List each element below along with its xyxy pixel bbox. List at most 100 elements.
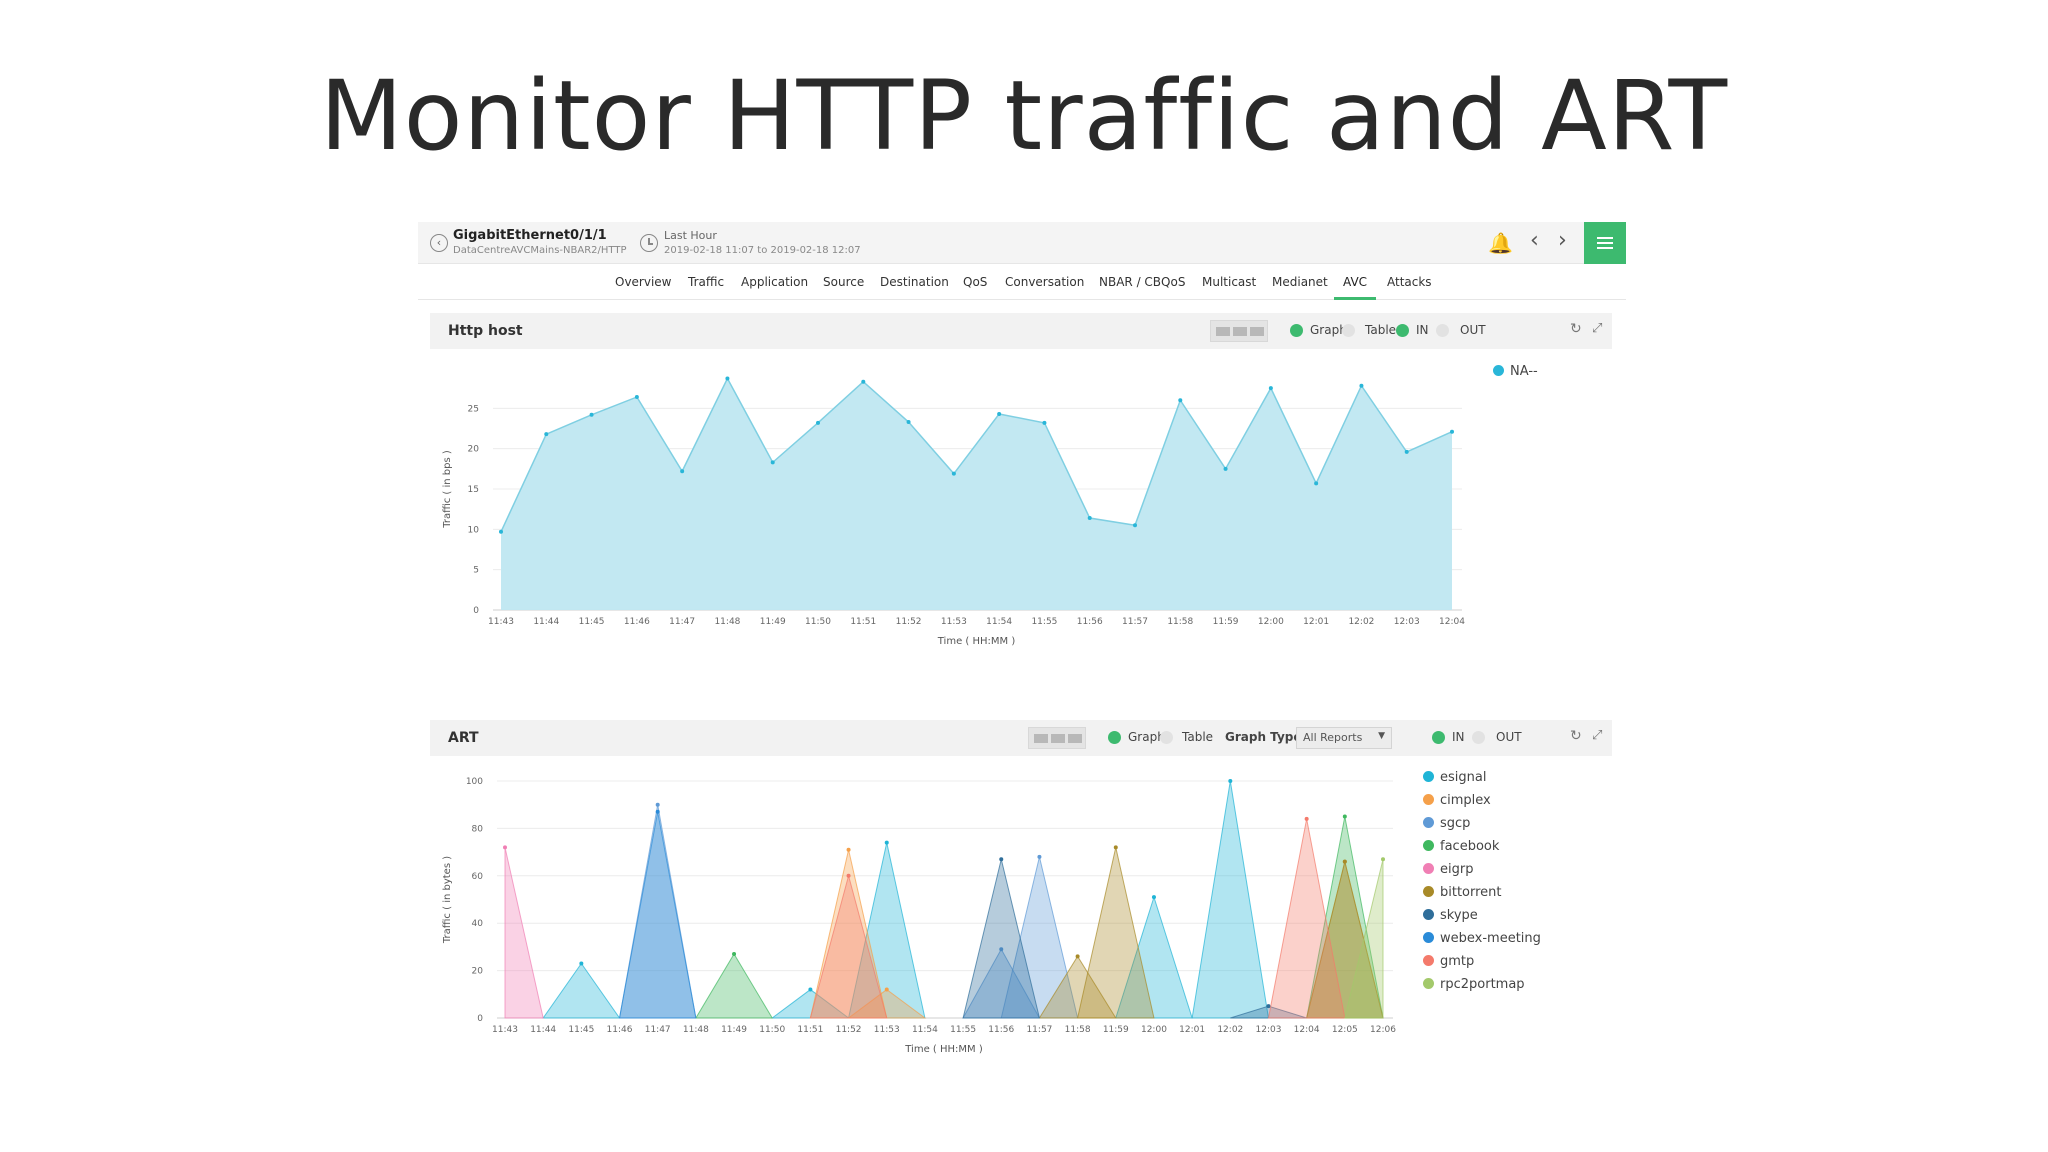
refresh-icon[interactable]: ↻ xyxy=(1570,728,1582,744)
tab-source[interactable]: Source xyxy=(823,275,865,289)
legend-swatch xyxy=(1423,886,1434,897)
area-chart-icon[interactable] xyxy=(1034,734,1048,743)
x-tick-label: 12:00 xyxy=(1258,617,1284,627)
tab-overview[interactable]: Overview xyxy=(615,275,672,289)
http-host-panel-header: Http host Graph Table IN OUT ↻ ⤢ xyxy=(430,313,1612,349)
line-chart-icon[interactable] xyxy=(1068,734,1082,743)
legend-item[interactable]: skype xyxy=(1423,908,1541,931)
legend-label: facebook xyxy=(1440,839,1500,854)
line-chart-icon[interactable] xyxy=(1250,327,1264,336)
legend-item[interactable]: cimplex xyxy=(1423,793,1541,816)
alarm-icon[interactable]: 🔔 xyxy=(1488,231,1513,255)
stacked-chart-icon[interactable] xyxy=(1051,734,1065,743)
expand-icon[interactable]: ⤢ xyxy=(1592,728,1603,743)
tab-traffic[interactable]: Traffic xyxy=(688,275,725,289)
graph-type-select[interactable]: All Reports ▼ xyxy=(1296,727,1392,749)
tab-medianet[interactable]: Medianet xyxy=(1272,275,1328,289)
tab-avc[interactable]: AVC xyxy=(1343,275,1368,289)
series-area-gmtp xyxy=(809,873,888,1019)
data-point xyxy=(816,420,820,425)
legend-label: webex-meeting xyxy=(1440,931,1541,946)
x-tick-label: 11:56 xyxy=(1077,617,1103,627)
legend-item[interactable]: esignal xyxy=(1423,770,1541,793)
in-radio[interactable] xyxy=(1432,731,1445,744)
tab-nbar-cbqos[interactable]: NBAR / CBQoS xyxy=(1099,275,1186,289)
legend-item[interactable]: eigrp xyxy=(1423,862,1541,885)
report-tabs: Overview Traffic Application Source Dest… xyxy=(418,270,1626,300)
chart-type-switcher[interactable] xyxy=(1028,727,1086,749)
data-point xyxy=(770,460,775,465)
x-tick-label: 11:48 xyxy=(683,1025,709,1035)
table-radio[interactable] xyxy=(1342,324,1355,337)
x-tick-label: 11:48 xyxy=(714,617,740,627)
tab-destination[interactable]: Destination xyxy=(880,275,949,289)
data-point xyxy=(655,802,660,807)
x-tick-label: 12:02 xyxy=(1217,1025,1243,1035)
tab-application[interactable]: Application xyxy=(741,275,809,289)
data-point xyxy=(1087,516,1092,521)
legend-item[interactable]: sgcp xyxy=(1423,816,1541,839)
legend-swatch xyxy=(1493,365,1504,376)
data-point xyxy=(884,840,889,845)
out-radio[interactable] xyxy=(1436,324,1449,337)
x-tick-label: 11:52 xyxy=(836,1025,862,1035)
graph-label: Graph xyxy=(1128,730,1165,744)
y-tick-label: 15 xyxy=(468,485,479,495)
legend-swatch xyxy=(1423,978,1434,989)
data-point xyxy=(503,845,507,850)
x-tick-label: 11:50 xyxy=(759,1025,785,1035)
chevron-left-icon[interactable]: ‹ xyxy=(1530,228,1539,253)
table-radio[interactable] xyxy=(1160,731,1173,744)
legend-item[interactable]: bittorrent xyxy=(1423,885,1541,908)
top-bar: ‹ GigabitEthernet0/1/1 DataCentreAVCMain… xyxy=(418,222,1626,264)
out-radio[interactable] xyxy=(1472,731,1485,744)
graph-radio[interactable] xyxy=(1108,731,1121,744)
area-chart-icon[interactable] xyxy=(1216,327,1230,336)
x-tick-label: 12:04 xyxy=(1439,617,1465,627)
x-tick-label: 12:06 xyxy=(1370,1025,1396,1035)
expand-icon[interactable]: ⤢ xyxy=(1592,321,1603,336)
chart-type-switcher[interactable] xyxy=(1210,320,1268,342)
tab-attacks[interactable]: Attacks xyxy=(1387,275,1432,289)
legend-item[interactable]: NA-- xyxy=(1493,364,1538,387)
data-point xyxy=(1404,449,1409,454)
tab-multicast[interactable]: Multicast xyxy=(1202,275,1257,289)
legend-item[interactable]: gmtp xyxy=(1423,954,1541,977)
data-point xyxy=(884,987,889,992)
legend-item[interactable]: rpc2portmap xyxy=(1423,977,1541,1000)
y-axis-title: Traffic ( in bytes ) xyxy=(442,856,453,944)
y-axis-title: Traffic ( in bps ) xyxy=(442,450,453,529)
menu-button[interactable] xyxy=(1584,222,1626,264)
in-radio[interactable] xyxy=(1396,324,1409,337)
data-point xyxy=(1304,816,1309,821)
stacked-chart-icon[interactable] xyxy=(1233,327,1247,336)
legend-label: cimplex xyxy=(1440,793,1491,808)
y-tick-label: 5 xyxy=(473,566,479,576)
legend-item[interactable]: facebook xyxy=(1423,839,1541,862)
series-area-skype xyxy=(962,859,1041,1019)
series-area-rpc2portmap xyxy=(1344,859,1384,1019)
legend-swatch xyxy=(1423,817,1434,828)
series-area-facebook xyxy=(694,953,774,1019)
legend-item[interactable]: webex-meeting xyxy=(1423,931,1541,954)
clock-icon[interactable] xyxy=(640,234,658,252)
time-period-label[interactable]: Last Hour xyxy=(664,229,717,242)
tab-conversation[interactable]: Conversation xyxy=(1005,275,1085,289)
tab-qos[interactable]: QoS xyxy=(963,275,988,289)
legend-swatch xyxy=(1423,840,1434,851)
refresh-icon[interactable]: ↻ xyxy=(1570,321,1582,337)
data-point xyxy=(846,873,851,878)
http-host-chart: 0 5 10 15 20 25 11:43 11:44 11:45 11:46 11:47 11:48… xyxy=(442,376,1465,647)
chevron-down-icon: ▼ xyxy=(1378,731,1385,741)
x-tick-label: 11:43 xyxy=(492,1025,518,1035)
chevron-right-icon[interactable]: › xyxy=(1558,228,1567,253)
back-icon[interactable]: ‹ xyxy=(430,234,448,252)
x-tick-label: 12:04 xyxy=(1294,1025,1320,1035)
x-tick-label: 11:58 xyxy=(1167,617,1193,627)
graph-radio[interactable] xyxy=(1290,324,1303,337)
x-tick-label: 11:46 xyxy=(624,617,650,627)
x-tick-label: 11:47 xyxy=(669,617,695,627)
legend-swatch xyxy=(1423,771,1434,782)
data-point xyxy=(732,952,737,957)
data-point xyxy=(589,412,594,417)
